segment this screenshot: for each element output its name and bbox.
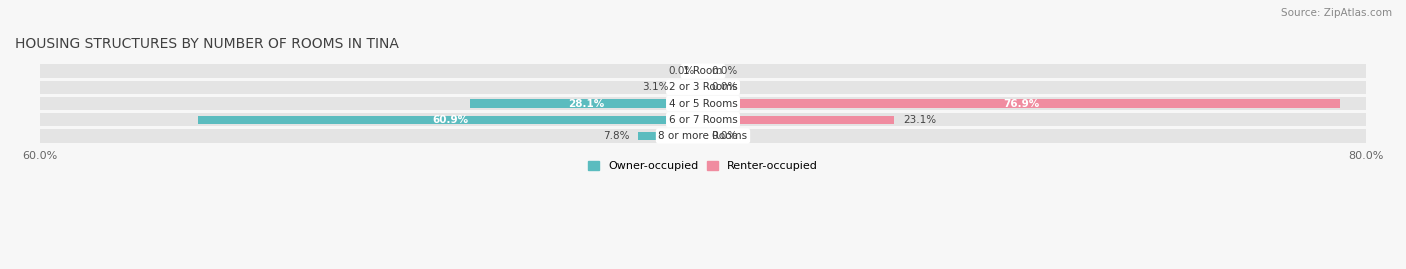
Text: 23.1%: 23.1% bbox=[903, 115, 936, 125]
Text: 3.1%: 3.1% bbox=[643, 82, 669, 92]
Bar bbox=[39, 113, 703, 126]
Bar bbox=[470, 99, 703, 108]
Bar bbox=[678, 83, 703, 91]
Bar bbox=[703, 129, 1367, 143]
Text: 76.9%: 76.9% bbox=[1004, 98, 1040, 108]
Text: 2 or 3 Rooms: 2 or 3 Rooms bbox=[669, 82, 737, 92]
Text: 0.0%: 0.0% bbox=[668, 66, 695, 76]
Text: 4 or 5 Rooms: 4 or 5 Rooms bbox=[669, 98, 737, 108]
Text: 1 Room: 1 Room bbox=[683, 66, 723, 76]
Text: 0.0%: 0.0% bbox=[711, 66, 738, 76]
Bar bbox=[703, 81, 1367, 94]
Text: 6 or 7 Rooms: 6 or 7 Rooms bbox=[669, 115, 737, 125]
Bar bbox=[703, 115, 894, 124]
Text: 28.1%: 28.1% bbox=[568, 98, 605, 108]
Bar bbox=[703, 99, 1340, 108]
Bar bbox=[39, 129, 703, 143]
Bar bbox=[39, 81, 703, 94]
Text: HOUSING STRUCTURES BY NUMBER OF ROOMS IN TINA: HOUSING STRUCTURES BY NUMBER OF ROOMS IN… bbox=[15, 37, 399, 51]
Bar bbox=[39, 97, 703, 110]
Bar bbox=[638, 132, 703, 140]
Text: 60.9%: 60.9% bbox=[433, 115, 468, 125]
Bar bbox=[39, 65, 703, 78]
Text: 0.0%: 0.0% bbox=[711, 131, 738, 141]
Text: Source: ZipAtlas.com: Source: ZipAtlas.com bbox=[1281, 8, 1392, 18]
Text: 7.8%: 7.8% bbox=[603, 131, 630, 141]
Bar bbox=[198, 115, 703, 124]
Bar bbox=[703, 113, 1367, 126]
Bar bbox=[703, 97, 1367, 110]
Legend: Owner-occupied, Renter-occupied: Owner-occupied, Renter-occupied bbox=[583, 156, 823, 175]
Text: 0.0%: 0.0% bbox=[711, 82, 738, 92]
Bar bbox=[703, 65, 1367, 78]
Text: 8 or more Rooms: 8 or more Rooms bbox=[658, 131, 748, 141]
